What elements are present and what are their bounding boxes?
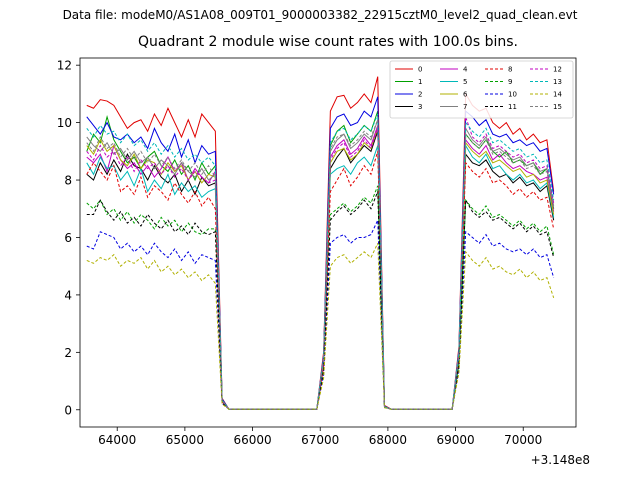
legend-label-2: 2	[418, 91, 422, 99]
series-line-5	[86, 143, 555, 410]
x-tick-label: 67000	[301, 433, 339, 447]
data-file-suptitle: Data file: modeM0/AS1A08_009T01_90000033…	[62, 8, 578, 22]
y-tick-label: 2	[64, 346, 72, 360]
series-line-11	[86, 191, 555, 410]
legend-label-15: 15	[553, 103, 562, 111]
series-line-3	[86, 131, 555, 410]
series-line-1	[86, 110, 555, 410]
x-tick-label: 68000	[369, 433, 407, 447]
x-tick-label: 64000	[98, 433, 136, 447]
legend-label-14: 14	[553, 91, 562, 99]
x-tick-label: 69000	[436, 433, 474, 447]
series-line-14	[86, 243, 555, 410]
x-tick-label: 65000	[166, 433, 204, 447]
legend-label-11: 11	[508, 103, 517, 111]
series-line-8	[86, 151, 555, 410]
series-line-10	[86, 220, 555, 410]
series-line-4	[86, 125, 555, 410]
series-line-0	[86, 76, 555, 410]
legend-label-9: 9	[508, 78, 512, 86]
legend-label-4: 4	[463, 66, 468, 74]
legend-label-12: 12	[553, 66, 562, 74]
y-tick-label: 10	[57, 116, 72, 130]
x-tick-label: 66000	[233, 433, 271, 447]
legend-label-10: 10	[508, 91, 517, 99]
legend-label-6: 6	[463, 91, 468, 99]
legend-box	[389, 60, 574, 119]
y-tick-label: 6	[64, 231, 72, 245]
legend-label-8: 8	[508, 66, 512, 74]
series-line-13	[86, 113, 555, 410]
legend-label-7: 7	[463, 103, 467, 111]
chart-title: Quadrant 2 module wise count rates with …	[138, 34, 518, 50]
x-tick-label: 70000	[504, 433, 542, 447]
x-offset-label: +3.148e8	[530, 453, 590, 467]
y-tick-label: 12	[57, 59, 72, 73]
y-tick-label: 0	[64, 403, 72, 417]
legend-label-1: 1	[418, 78, 422, 86]
y-tick-label: 4	[64, 288, 72, 302]
series-line-12	[86, 116, 555, 410]
series-line-15	[86, 119, 555, 410]
legend-label-3: 3	[418, 103, 422, 111]
legend-label-0: 0	[418, 66, 422, 74]
legend-label-13: 13	[553, 78, 562, 86]
y-tick-label: 8	[64, 174, 72, 188]
axes-frame	[79, 57, 577, 428]
series-line-7	[86, 119, 555, 410]
series-line-9	[86, 185, 555, 410]
legend-label-5: 5	[463, 78, 467, 86]
